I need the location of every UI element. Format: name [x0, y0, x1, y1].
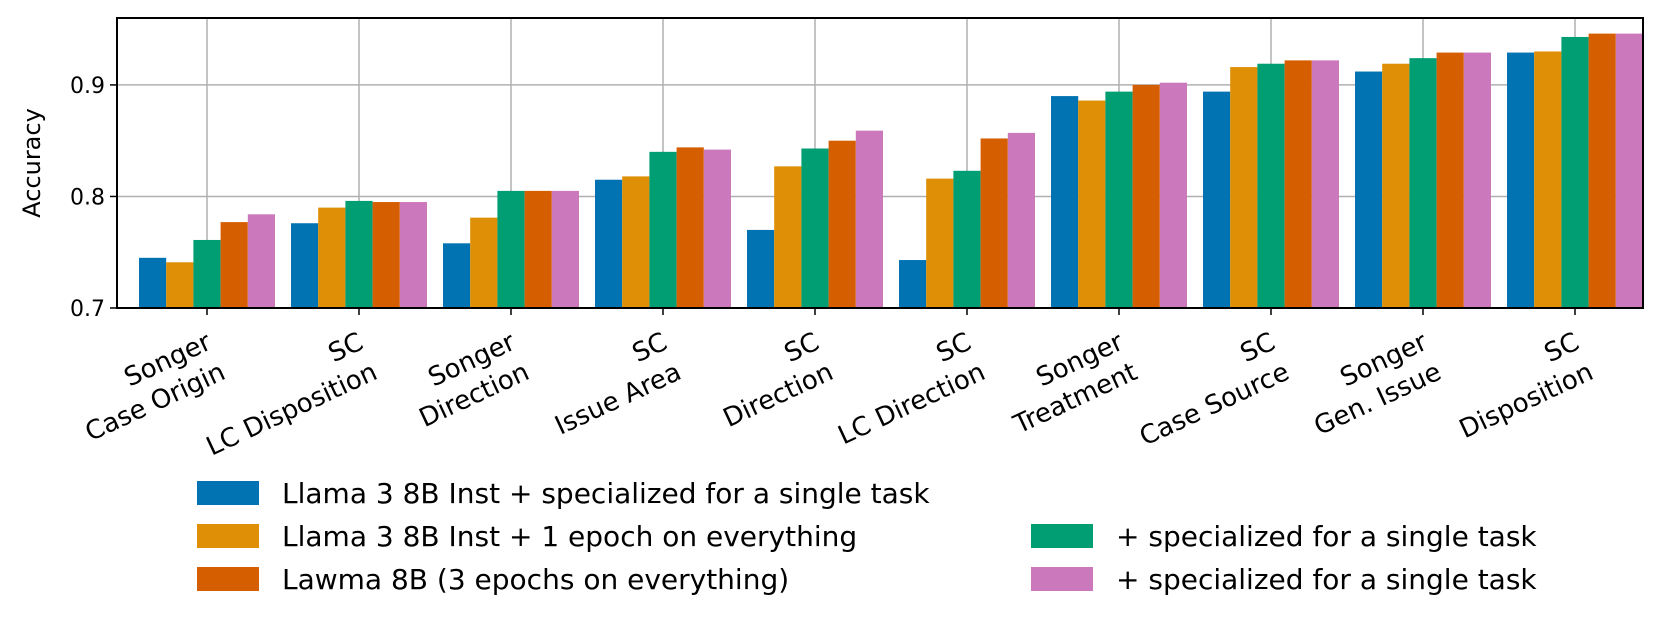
bar: [551, 190, 579, 308]
x-category-label-line: LC Disposition: [202, 357, 382, 462]
bar: [1463, 52, 1491, 309]
bar: [1588, 33, 1616, 308]
bar: [1159, 82, 1187, 308]
bar: [622, 176, 650, 308]
bar: [345, 200, 373, 308]
y-tick-label: 0.7: [70, 297, 105, 322]
y-axis-label: Accuracy: [18, 108, 46, 218]
x-category-label: SCDisposition: [1441, 327, 1598, 445]
bar: [1132, 84, 1160, 308]
bar: [1311, 60, 1339, 309]
bar: [595, 179, 623, 308]
bar: [649, 151, 677, 308]
bar: [318, 207, 346, 308]
bar: [291, 223, 319, 308]
bar: [1615, 33, 1643, 308]
x-category-label: SongerCase Origin: [67, 327, 230, 448]
bar: [801, 148, 829, 308]
plot-frame: [116, 17, 1644, 309]
legend-label: + specialized for a single task: [1116, 520, 1537, 553]
bar: [372, 202, 400, 308]
y-tick-label: 0.8: [70, 185, 105, 210]
x-category-label: SCLC Direction: [820, 327, 990, 451]
bar: [470, 217, 498, 308]
bar: [1257, 63, 1285, 308]
x-category-label-line: Issue Area: [551, 357, 686, 441]
bar: [953, 170, 981, 308]
bar: [247, 214, 275, 308]
bar: [828, 140, 856, 308]
bar: [1355, 71, 1383, 309]
legend-label: Lawma 8B (3 epochs on everything): [282, 563, 789, 596]
bar: [1007, 132, 1035, 308]
bar: [139, 257, 167, 308]
legend-label: Llama 3 8B Inst + specialized for a sing…: [282, 477, 930, 510]
bar: [1507, 52, 1535, 309]
bar: [1284, 60, 1312, 309]
bar: [1409, 58, 1437, 309]
bar: [1561, 36, 1589, 308]
x-category-label-line: Disposition: [1455, 357, 1598, 445]
bar: [747, 229, 775, 308]
x-category-label-line: Case Source: [1135, 357, 1294, 452]
legend-label: + specialized for a single task: [1116, 563, 1537, 596]
x-category-label-line: LC Direction: [834, 357, 990, 451]
bar: [899, 260, 927, 308]
bar: [1382, 63, 1410, 308]
x-category-label: SCDirection: [705, 327, 838, 434]
y-axis: 0.7 0.8 0.9: [70, 74, 117, 322]
bar: [193, 239, 221, 308]
bar: [443, 243, 471, 308]
bar: [926, 178, 954, 308]
legend-swatch: [197, 567, 259, 591]
bar: [980, 138, 1008, 308]
y-tick-label: 0.9: [70, 74, 105, 99]
legend-label: Llama 3 8B Inst + 1 epoch on everything: [282, 520, 857, 553]
legend: Llama 3 8B Inst + specialized for a sing…: [197, 477, 1537, 596]
bar: [497, 190, 525, 308]
bar: [1230, 67, 1258, 308]
x-category-label: SongerGen. Issue: [1296, 327, 1447, 442]
bar: [703, 149, 731, 308]
bar: [1105, 91, 1133, 308]
bar: [1051, 96, 1079, 308]
legend-swatch: [197, 481, 259, 505]
bar: [1534, 51, 1562, 308]
legend-swatch: [1031, 524, 1093, 548]
x-category-label: SongerDirection: [401, 327, 534, 434]
bar: [220, 222, 248, 308]
bar: [1078, 100, 1106, 309]
bar: [399, 202, 427, 308]
bar: [774, 166, 802, 308]
x-category-label: SCIssue Area: [537, 327, 686, 441]
bar: [855, 130, 883, 308]
bar: [1436, 52, 1464, 309]
x-category-label: SCCase Source: [1121, 327, 1294, 452]
legend-swatch: [1031, 567, 1093, 591]
bar: [524, 190, 552, 308]
bar: [166, 262, 194, 308]
bars-layer: [139, 33, 1643, 309]
x-category-label: SCLC Disposition: [188, 327, 382, 462]
legend-swatch: [197, 524, 259, 548]
bar: [676, 147, 704, 308]
x-category-label: SongerTreatment: [994, 327, 1142, 441]
bar: [1203, 91, 1231, 308]
x-category-label-line: Direction: [719, 357, 838, 434]
